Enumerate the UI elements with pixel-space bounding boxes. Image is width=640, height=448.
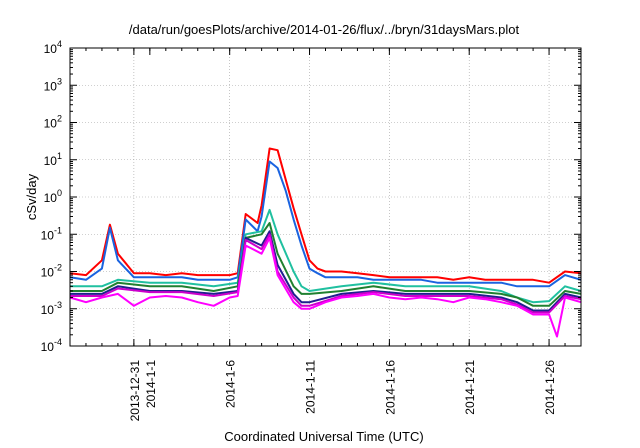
chart-title: /data/run/goesPlots/archive/2014-01-26/f… xyxy=(129,22,520,37)
y-tick-label: 10-4 xyxy=(41,337,62,354)
y-tick-label: 103 xyxy=(44,76,62,93)
x-tick-label: 2014-1-21 xyxy=(463,360,477,415)
series-line xyxy=(70,208,582,304)
y-tick-label: 104 xyxy=(44,39,62,56)
series-line xyxy=(70,233,582,314)
x-axis-label: Coordinated Universal Time (UTC) xyxy=(224,429,423,444)
y-tick-label: 100 xyxy=(44,188,62,205)
x-ticks: 2013-12-31 2014-1-1 2014-1-6 2014-1-11 2014-… xyxy=(69,48,582,422)
x-tick-label: 2014-1-1 xyxy=(144,360,158,408)
x-tick-label: 2014-1-26 xyxy=(543,360,557,415)
x-tick-label: 2013-12-31 xyxy=(128,360,142,422)
series-line xyxy=(69,236,582,338)
y-tick-label: 10-2 xyxy=(41,263,62,280)
series-layer xyxy=(69,147,582,338)
plot-frame xyxy=(69,47,582,347)
y-tick-label: 10-1 xyxy=(41,225,62,242)
series-line xyxy=(69,160,582,288)
series-line xyxy=(69,147,582,284)
x-tick-label: 2014-1-16 xyxy=(383,360,397,415)
y-tick-label: 101 xyxy=(44,151,62,168)
series-line xyxy=(70,230,582,312)
y-tick-label: 10-3 xyxy=(41,300,62,317)
series-line xyxy=(70,222,582,307)
y-tick-label: 102 xyxy=(44,114,62,131)
x-tick-label: 2014-1-6 xyxy=(224,360,238,408)
y-axis-label: cSv/day xyxy=(24,173,39,220)
y-ticks: 10-4 10-3 10-2 10-1 100 101 102 103 104 xyxy=(41,39,581,354)
x-tick-label: 2014-1-11 xyxy=(304,360,318,414)
